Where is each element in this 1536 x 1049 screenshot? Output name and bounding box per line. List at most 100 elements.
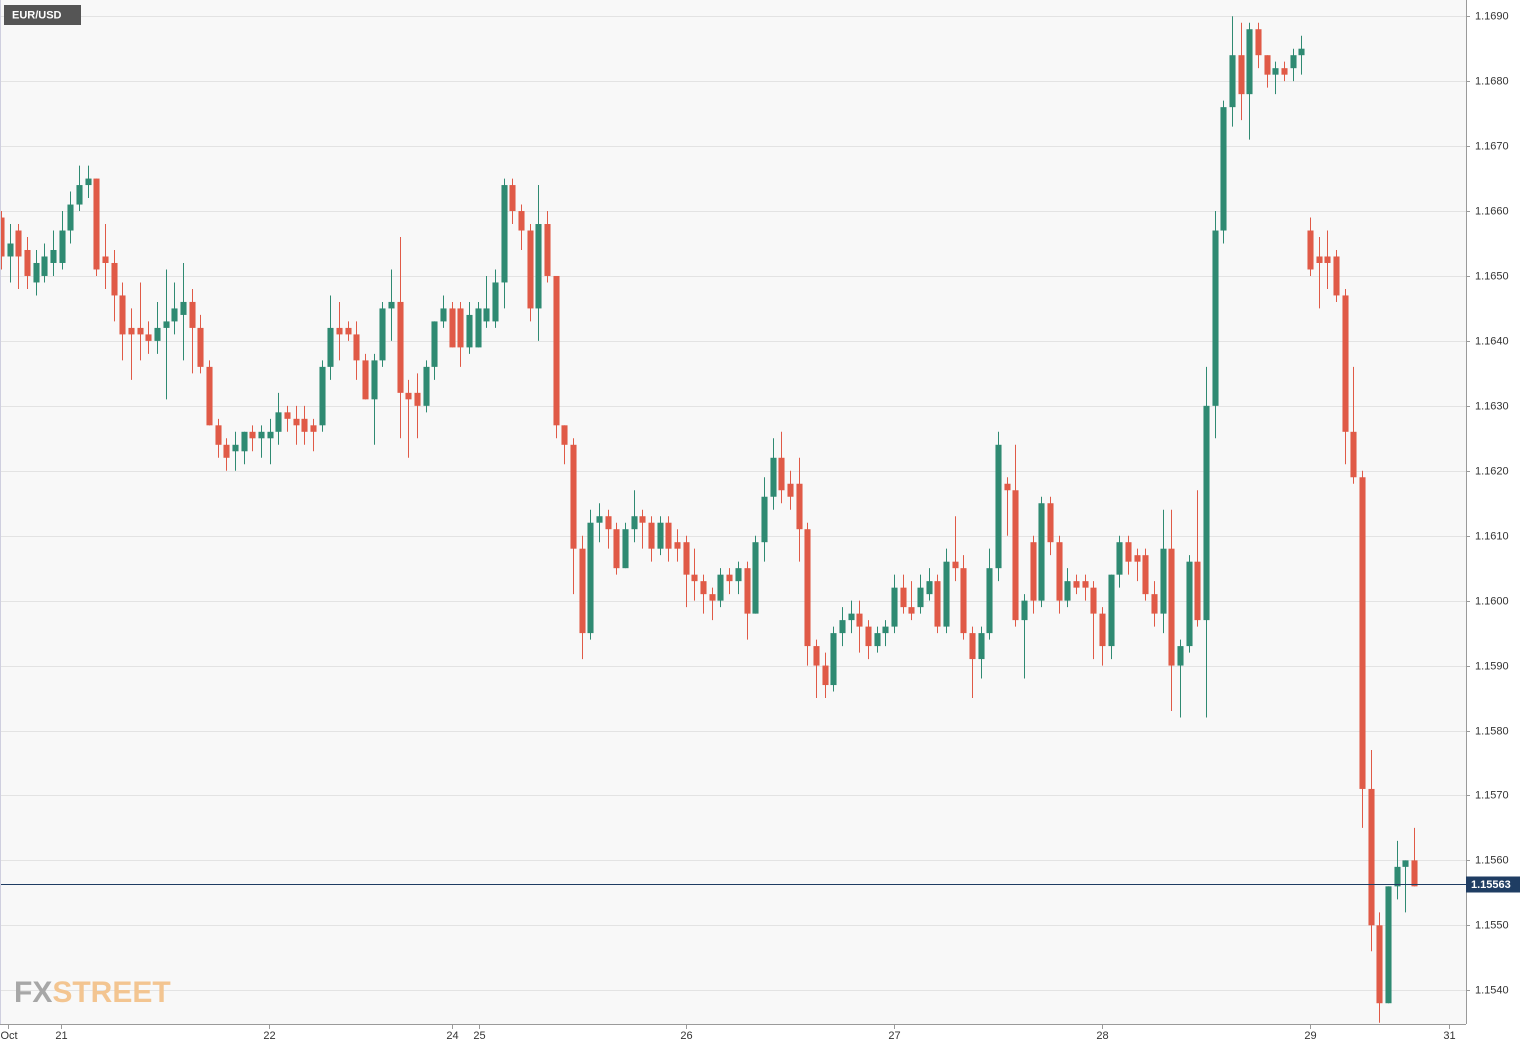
candle-body [76, 185, 83, 205]
candle-body [631, 516, 638, 530]
candle-body [457, 308, 464, 348]
x-tick-label: Oct [0, 1030, 17, 1042]
candle-body [327, 327, 334, 367]
candle-body [553, 275, 560, 426]
candle-body [943, 561, 950, 627]
candle-body [639, 516, 646, 523]
candle-body [310, 425, 317, 432]
candle-body [1281, 68, 1288, 75]
candle-body [1385, 886, 1392, 1004]
watermark-street: STREET [52, 976, 170, 1009]
candle-body [596, 516, 603, 523]
axes: 1.1540 1.1550 1.1560 1.1570 1.1580 1.1590 1.16… [0, 10, 1520, 1042]
candle-body [1038, 503, 1045, 601]
plot-background [0, 0, 1466, 1024]
y-tick-label: 1.1610 [1475, 530, 1509, 542]
chart-title: EUR/USD [12, 9, 62, 21]
candle-body [128, 327, 135, 335]
candle-body [1316, 256, 1323, 263]
candle-body [587, 522, 594, 634]
candle-body [1298, 48, 1305, 56]
candle-body [1333, 256, 1340, 296]
candle-body [848, 613, 855, 621]
candle-body [1246, 29, 1253, 95]
y-tick-label: 1.1550 [1475, 919, 1509, 931]
candle-body [1359, 477, 1366, 789]
candle-body [926, 581, 933, 595]
candle-body [388, 301, 395, 309]
candle-body [1021, 600, 1028, 621]
candle-body [735, 568, 742, 582]
x-tick-label: 27 [888, 1030, 900, 1042]
watermark: FXSTREET [14, 976, 171, 1009]
candle-body [492, 282, 499, 322]
candle-body [111, 262, 118, 296]
candle-body [579, 548, 586, 634]
candle-body [1056, 542, 1063, 601]
candle-body [622, 529, 629, 569]
candle-body [1255, 29, 1262, 56]
candle-body [249, 431, 256, 439]
title-background [4, 5, 81, 25]
candle-body [605, 516, 612, 530]
candle-body [232, 444, 239, 452]
candle-body [397, 301, 404, 393]
candle-body [839, 620, 846, 634]
y-tick-label: 1.1600 [1475, 595, 1509, 607]
candle-body [874, 633, 881, 647]
candle-body [475, 308, 482, 348]
title-badge: EUR/USD [4, 5, 81, 25]
candle-body [483, 308, 490, 322]
candle-body [830, 633, 837, 686]
y-tick-label: 1.1620 [1475, 465, 1509, 477]
candle-body [501, 185, 508, 283]
candle-body [527, 230, 534, 309]
candle-body [822, 665, 829, 686]
candle-body [1064, 581, 1071, 601]
candle-body [41, 256, 48, 276]
candle-body [813, 646, 820, 666]
candle-body [67, 204, 74, 231]
candle-body [535, 224, 542, 309]
candle-body [0, 217, 5, 257]
candle-body [613, 529, 620, 569]
candle-body [1012, 490, 1019, 621]
candle-body [1168, 548, 1175, 666]
candle-body [33, 262, 40, 283]
candle-body [7, 243, 14, 257]
candle-body [891, 587, 898, 627]
candle-body [345, 327, 352, 335]
candle-body [466, 314, 473, 348]
candle-body [518, 211, 525, 231]
candle-body [804, 529, 811, 647]
x-tick-label: 21 [55, 1030, 67, 1042]
candle-body [683, 542, 690, 575]
candle-body [449, 308, 456, 348]
candle-body [1030, 542, 1037, 601]
candle-body [336, 327, 343, 335]
candle-body [700, 581, 707, 595]
candle-body [301, 418, 308, 432]
candle-body [570, 444, 577, 549]
candle-body [1220, 107, 1227, 231]
candle-body [726, 574, 733, 582]
candle-body [1116, 542, 1123, 575]
candle-body [275, 412, 282, 432]
candle-body [770, 457, 777, 497]
y-tick-label: 1.1680 [1475, 75, 1509, 87]
candle-body [189, 301, 196, 328]
y-tick-label: 1.1690 [1475, 10, 1509, 22]
candle-body [1394, 866, 1401, 887]
candle-body [1368, 788, 1375, 926]
candle-body [1177, 646, 1184, 666]
candle-body [778, 457, 785, 491]
candle-body [206, 366, 213, 426]
candle-body [440, 308, 447, 322]
candle-body [1151, 594, 1158, 614]
candle-body [674, 542, 681, 549]
candle-body [258, 431, 265, 439]
candle-body [1238, 55, 1245, 95]
candle-body [1290, 55, 1297, 69]
candle-body [171, 308, 178, 322]
